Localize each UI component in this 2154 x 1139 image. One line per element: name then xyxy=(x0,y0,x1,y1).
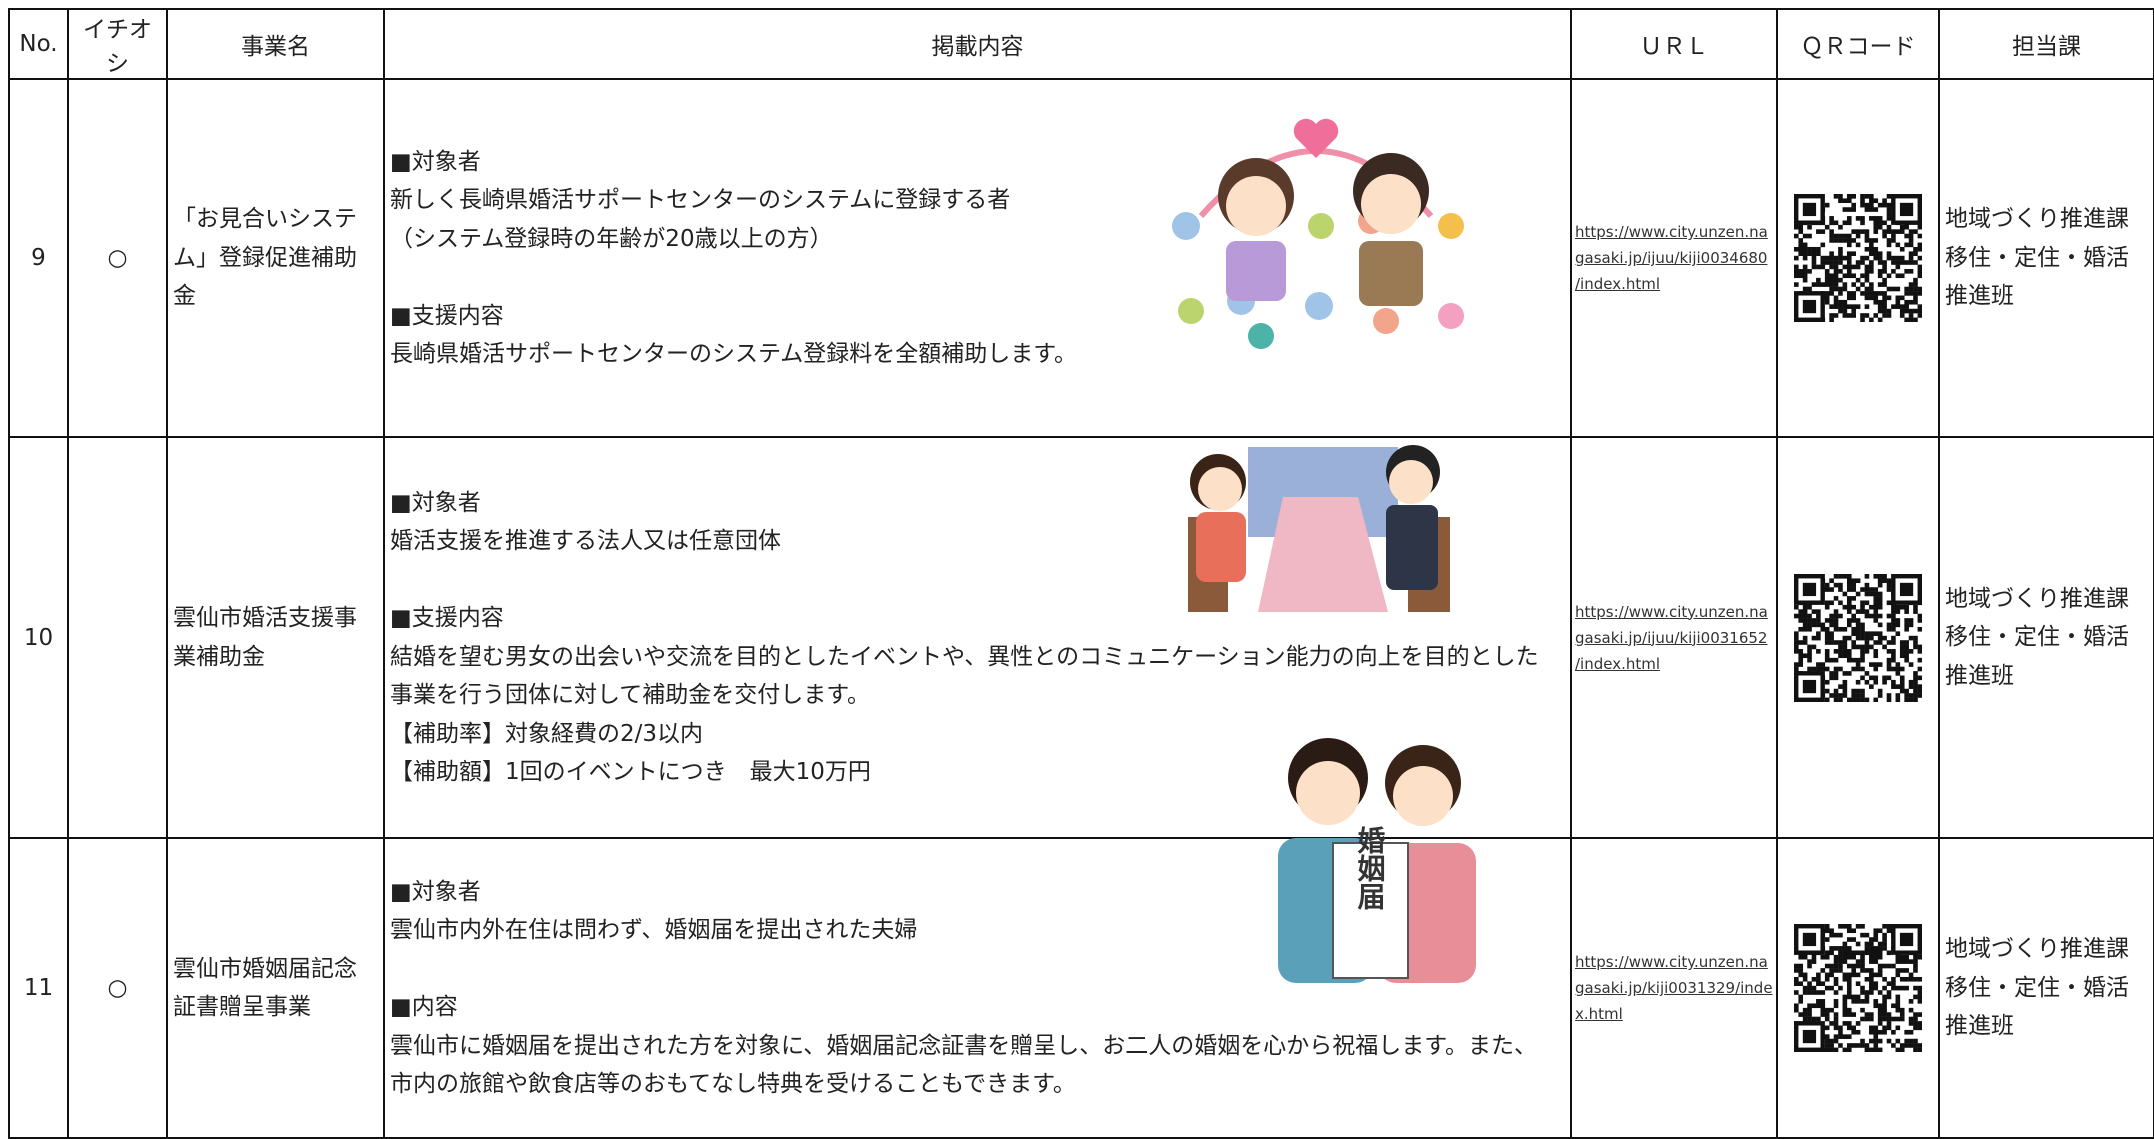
qr-code xyxy=(1794,573,1922,702)
pick-mark: ○ xyxy=(67,837,168,1139)
content-line: 【補助率】対象経費の2/3以内 xyxy=(390,720,704,747)
url-line: x.html xyxy=(1575,1005,1623,1023)
content-line: 婚活支援を推進する法人又は任意団体 xyxy=(390,528,781,554)
department-line: 推進班 xyxy=(1945,283,2014,310)
department-line: 地域づくり推進課 xyxy=(1945,206,2129,233)
url: https://www.city.unzen.na gasaki.jp/ijuu/… xyxy=(1570,436,1778,839)
column-header: イチオシ xyxy=(67,8,168,80)
department-line: 移住・定住・婚活 xyxy=(1945,624,2129,651)
header-row: No. イチオシ 事業名 掲載内容 ＵＲＬ ＱＲコード 担当課 xyxy=(8,8,2154,80)
pick-mark: ○ xyxy=(67,78,168,438)
party-illustration xyxy=(1188,445,1450,612)
matching-illustration xyxy=(1172,118,1464,349)
column-header: ＱＲコード xyxy=(1776,8,1940,80)
department-line: 推進班 xyxy=(1945,1013,2014,1040)
section-heading: ■対象者 xyxy=(390,878,481,905)
program-table: No. イチオシ 事業名 掲載内容 ＵＲＬ ＱＲコード 担当課 9 ○ 「お見合いシステ ム」登録… xyxy=(8,8,2154,1139)
content-line: 長崎県婚活サポートセンターのシステム登録料を全額補助します。 xyxy=(390,341,1078,367)
qr-cell xyxy=(1776,436,1940,839)
column-header: No. xyxy=(8,8,69,80)
department-line: 移住・定住・婚活 xyxy=(1945,244,2129,271)
url-line: gasaki.jp/ijuu/kiji0031652 xyxy=(1575,628,1768,647)
table-row: 9 ○ 「お見合いシステ ム」登録促進補助金 ■対象者 新しく長崎県婚活サポートセンターの… xyxy=(8,78,2154,438)
department: 地域づくり推進課 移住・定住・婚活 推進班 xyxy=(1938,436,2154,839)
table-row: 11 ○ 雲仙市婚姻届記念 証書贈呈事業 ■対象者 雲仙市内外在住は問わず、婚姻届を提出さ… xyxy=(8,837,2154,1139)
url: https://www.city.unzen.na gasaki.jp/kiji0… xyxy=(1570,837,1778,1139)
qr-cell xyxy=(1776,837,1940,1139)
program-name: 雲仙市婚姻届記念 証書贈呈事業 xyxy=(166,837,385,1139)
program-name: 「お見合いシステ ム」登録促進補助金 xyxy=(166,78,385,438)
name-line: 金 xyxy=(173,283,196,310)
url-line: /index.html xyxy=(1575,275,1661,293)
content-line: 雲仙市内外在住は問わず、婚姻届を提出された夫婦 xyxy=(390,917,918,943)
department: 地域づくり推進課 移住・定住・婚活 推進班 xyxy=(1938,78,2154,438)
url-line: https://www.city.unzen.na xyxy=(1575,602,1768,621)
section-heading: ■支援内容 xyxy=(390,302,504,329)
row-number: 11 xyxy=(8,837,69,1139)
department: 地域づくり推進課 移住・定住・婚活 推進班 xyxy=(1938,837,2154,1139)
department-line: 推進班 xyxy=(1945,662,2014,689)
section-heading: ■内容 xyxy=(390,994,458,1020)
department-line: 移住・定住・婚活 xyxy=(1945,974,2129,1001)
column-header: 担当課 xyxy=(1938,8,2154,80)
name-line: ム」登録促進補助 xyxy=(173,244,357,271)
column-header: 事業名 xyxy=(166,8,385,80)
content-line: 市内の旅館や飲食店等のおもてなし特典を受けることもできます。 xyxy=(390,1071,1076,1097)
url-line: gasaki.jp/kiji0031329/inde xyxy=(1575,979,1773,997)
content-line: 結婚を望む男女の出会いや交流を目的としたイベントや、異性とのコミュニケーション能… xyxy=(390,643,1539,670)
url-line: https://www.city.unzen.na xyxy=(1575,953,1768,971)
qr-code xyxy=(1794,194,1922,322)
pick-mark xyxy=(67,436,168,839)
content: ■対象者雲仙市内外在住は問わず、婚姻届を提出された夫婦 ■内容雲仙市に婚姻届を提出… xyxy=(383,837,1572,1139)
qr-cell xyxy=(1776,78,1940,438)
section-heading: ■支援内容 xyxy=(390,605,504,631)
url-line: /index.html xyxy=(1575,654,1661,673)
qr-code xyxy=(1794,924,1922,1052)
section-heading: ■対象者 xyxy=(390,148,481,175)
certificate-text: 婚姻届 xyxy=(1354,826,1387,910)
name-line: 証書贈呈事業 xyxy=(173,994,311,1020)
name-line: 業補助金 xyxy=(173,643,265,670)
row-number: 10 xyxy=(8,436,69,839)
url-line: https://www.city.unzen.na xyxy=(1575,223,1768,241)
table-row: 10 雲仙市婚活支援事 業補助金 ■対象者 婚活支援を推進する法人又は任意団体 ■支援内容… xyxy=(8,436,2154,839)
row-number: 9 xyxy=(8,78,69,438)
content-line: 雲仙市に婚姻届を提出された方を対象に、婚姻届記念証書を贈呈し、お二人の婚姻を心か… xyxy=(390,1032,1538,1059)
department-line: 地域づくり推進課 xyxy=(1945,936,2129,963)
program-name: 雲仙市婚活支援事 業補助金 xyxy=(166,436,385,839)
content-line: 新しく長崎県婚活サポートセンターのシステムに登録する者 xyxy=(390,187,1011,213)
name-line: 「お見合いシステ xyxy=(173,206,357,233)
name-line: 雲仙市婚活支援事 xyxy=(173,605,357,631)
name-line: 雲仙市婚姻届記念 xyxy=(173,955,357,982)
section-heading: ■対象者 xyxy=(390,489,481,516)
url: https://www.city.unzen.na gasaki.jp/ijuu/… xyxy=(1570,78,1778,438)
table-body: 9 ○ 「お見合いシステ ム」登録促進補助金 ■対象者 新しく長崎県婚活サポートセンターの… xyxy=(8,78,2154,1139)
column-header: ＵＲＬ xyxy=(1570,8,1778,80)
marriage-illustration: 婚姻届 xyxy=(1278,738,1476,983)
url-line: gasaki.jp/ijuu/kiji0034680 xyxy=(1575,249,1768,267)
content-line: 事業を行う団体に対して補助金を交付します。 xyxy=(390,682,871,708)
column-header: 掲載内容 xyxy=(383,8,1572,80)
content-line: （システム登録時の年齢が20歳以上の方） xyxy=(390,225,833,252)
content-line: 【補助額】1回のイベントにつき 最大10万円 xyxy=(390,759,871,785)
department-line: 地域づくり推進課 xyxy=(1945,585,2129,612)
